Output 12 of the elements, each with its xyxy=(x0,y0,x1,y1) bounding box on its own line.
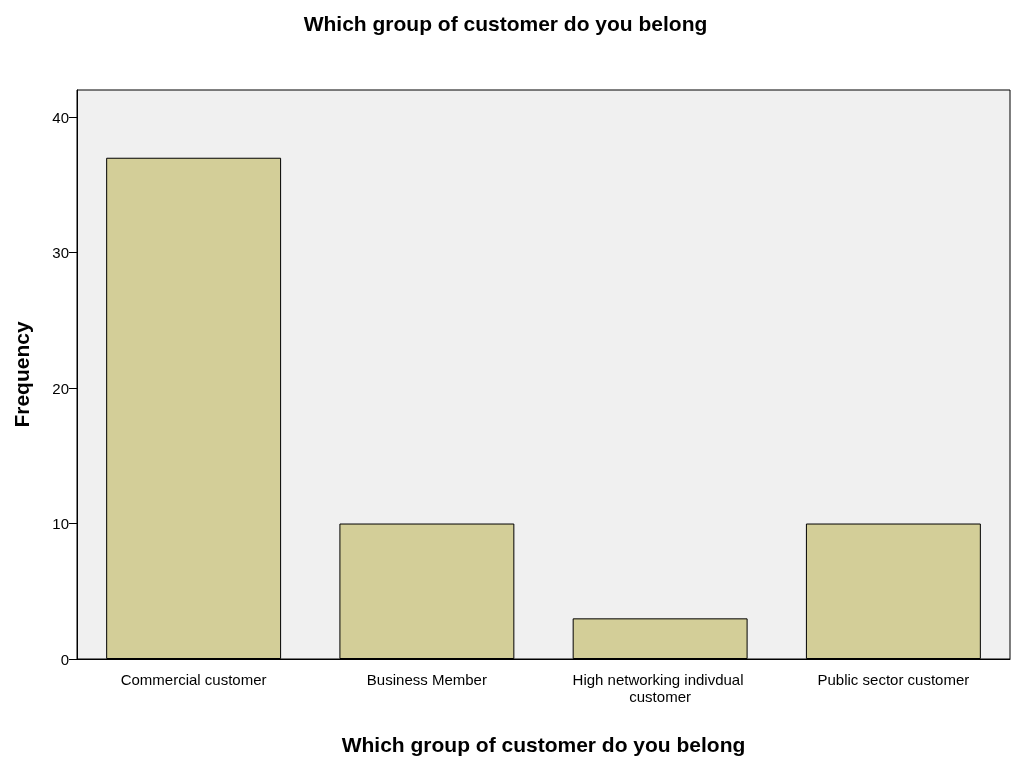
y-tick-label: 20 xyxy=(52,379,69,397)
x-tick-label: High networking indivdual customer xyxy=(572,671,748,705)
x-tick-label: Commercial customer xyxy=(120,671,267,688)
y-tick-label: 10 xyxy=(52,515,69,533)
y-tick-label: 30 xyxy=(52,244,69,262)
y-tick-label: 40 xyxy=(52,108,69,126)
x-axis-title: Which group of customer do you belong xyxy=(341,733,746,756)
chart-title: Which group of customer do you belong xyxy=(303,12,708,35)
y-axis-title: Frequency xyxy=(10,321,33,428)
x-tick-label: Public sector customer xyxy=(817,671,970,688)
y-tick-label: 0 xyxy=(60,650,69,668)
x-tick-label: Business Member xyxy=(366,671,487,688)
